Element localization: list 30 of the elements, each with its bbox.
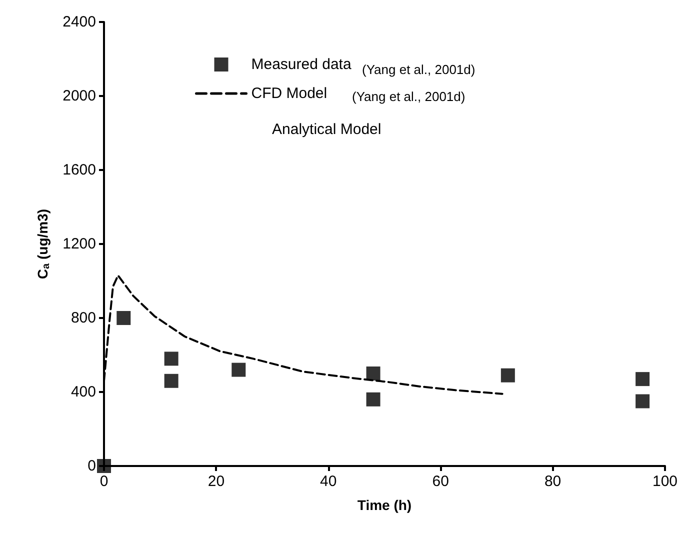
- annotation: Analytical Model: [272, 121, 382, 138]
- point: [164, 352, 178, 366]
- y-tick-label: 2000: [62, 88, 96, 104]
- y-axis-title: Ca (ug/m3): [34, 208, 52, 280]
- point: [232, 362, 246, 377]
- x-tick-label: 20: [208, 473, 225, 490]
- y-tick-label: 2400: [62, 14, 96, 30]
- point: [500, 368, 515, 382]
- x-tick-label: 0: [100, 473, 108, 490]
- point: [116, 311, 131, 325]
- x-tick-label: 60: [432, 473, 449, 490]
- point: [636, 372, 650, 386]
- legend-label: CFD Model: [251, 85, 328, 102]
- x-tick-label: 80: [544, 473, 562, 490]
- annotation: (Yang et al., 2001d): [352, 89, 466, 104]
- x-axis-title: Time (h): [357, 497, 412, 513]
- point: [366, 392, 380, 406]
- annotation: (Yang et al., 2001d): [362, 62, 476, 77]
- x-tick-label: 100: [652, 473, 678, 490]
- y-tick-label: 1200: [62, 236, 96, 252]
- y-tick-label: 800: [70, 310, 96, 326]
- point: [366, 366, 380, 380]
- y-tick-label: 1600: [62, 162, 96, 178]
- point: [636, 394, 650, 408]
- legend-label: Measured data: [251, 56, 352, 73]
- point: [97, 459, 111, 473]
- x-tick-label: 40: [320, 473, 337, 490]
- y-tick-label: 0: [88, 458, 96, 474]
- y-tick-label: 400: [70, 384, 96, 400]
- point: [164, 374, 178, 388]
